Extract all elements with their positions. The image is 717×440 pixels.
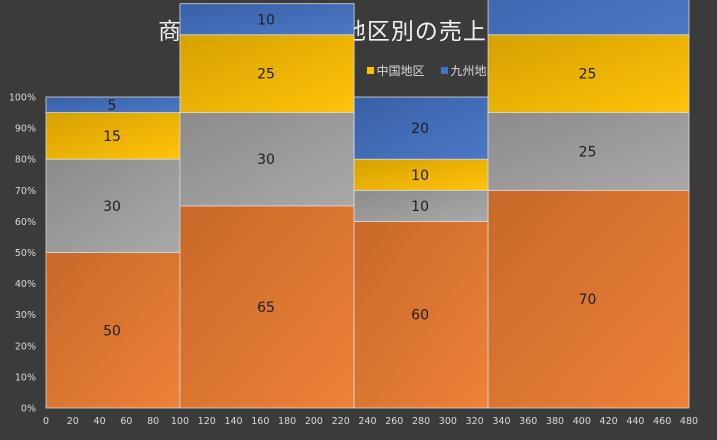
- y-tick-label: 20%: [15, 341, 36, 352]
- data-label: 65: [257, 300, 275, 316]
- legend-entry: 九州地区: [440, 62, 499, 79]
- y-tick-label: 50%: [15, 248, 36, 259]
- data-label: 25: [257, 67, 275, 83]
- legend-swatch: [366, 67, 374, 74]
- bar-segment: [45, 158, 181, 253]
- data-label: 10: [411, 168, 429, 184]
- y-tick-label: 40%: [15, 279, 36, 290]
- x-tick-label: 0: [43, 416, 49, 427]
- data-label: 70: [579, 292, 597, 308]
- bar-segment: [487, 34, 690, 113]
- x-tick-label: 140: [224, 416, 242, 427]
- legend-label: 中国地区: [376, 64, 425, 78]
- data-label: 10: [257, 12, 275, 28]
- bar-segment: [487, 189, 690, 409]
- legend-swatch: [440, 67, 448, 74]
- y-tick-label: 60%: [15, 217, 36, 228]
- data-label: 25: [579, 144, 597, 160]
- x-tick-label: 320: [466, 416, 484, 427]
- bar-segment: [353, 189, 489, 222]
- bar-segment: [179, 112, 355, 207]
- x-tick-label: 260: [385, 416, 403, 427]
- x-tick-label: 20: [67, 416, 79, 427]
- x-tick-label: 400: [573, 416, 591, 427]
- x-tick-label: 240: [358, 416, 376, 427]
- x-tick-label: 420: [600, 416, 618, 427]
- x-tick-label: 120: [198, 416, 216, 427]
- bar-segment: [45, 252, 181, 409]
- y-tick-label: 10%: [15, 372, 36, 383]
- bar-segment: [487, 112, 690, 191]
- bar-segment: [45, 112, 181, 160]
- y-tick-label: 30%: [15, 310, 36, 321]
- x-tick-label: 200: [305, 416, 323, 427]
- x-tick-label: 100: [171, 416, 189, 427]
- bar-segment: [353, 158, 489, 191]
- x-tick-label: 160: [251, 416, 269, 427]
- data-label: 20: [411, 121, 429, 137]
- y-tick-label: 0%: [21, 404, 36, 415]
- data-label: 10: [411, 199, 429, 215]
- y-tick-label: 70%: [15, 186, 36, 197]
- x-tick-label: 220: [332, 416, 350, 427]
- bar-segment: [179, 34, 355, 113]
- bar-segment: [179, 205, 355, 409]
- x-tick-label: 460: [653, 416, 671, 427]
- x-tick-label: 80: [147, 416, 159, 427]
- x-tick-label: 480: [680, 416, 698, 427]
- legend-entry: 中国地区: [366, 62, 425, 79]
- data-label: 25: [579, 67, 597, 83]
- bar-segment: [353, 96, 489, 160]
- x-tick-label: 360: [519, 416, 537, 427]
- x-tick-label: 60: [120, 416, 132, 427]
- data-label: 60: [411, 308, 429, 324]
- x-tick-label: 180: [278, 416, 296, 427]
- y-tick-label: 100%: [9, 93, 36, 104]
- data-label: 50: [103, 323, 121, 339]
- y-tick-label: 90%: [15, 124, 36, 135]
- x-tick-label: 440: [626, 416, 644, 427]
- x-tick-label: 40: [94, 416, 106, 427]
- bar-segment: [487, 0, 690, 36]
- x-tick-label: 340: [492, 416, 510, 427]
- bar-segment: [179, 3, 355, 36]
- y-tick-label: 80%: [15, 155, 36, 166]
- legend-label: 九州地区: [450, 64, 499, 78]
- bar-segment: [353, 220, 489, 409]
- x-tick-label: 380: [546, 416, 564, 427]
- data-label: 15: [103, 129, 121, 145]
- data-label: 30: [103, 199, 121, 215]
- data-label: 5: [108, 98, 117, 114]
- x-tick-label: 300: [439, 416, 457, 427]
- data-label: 30: [257, 152, 275, 168]
- x-tick-label: 280: [412, 416, 430, 427]
